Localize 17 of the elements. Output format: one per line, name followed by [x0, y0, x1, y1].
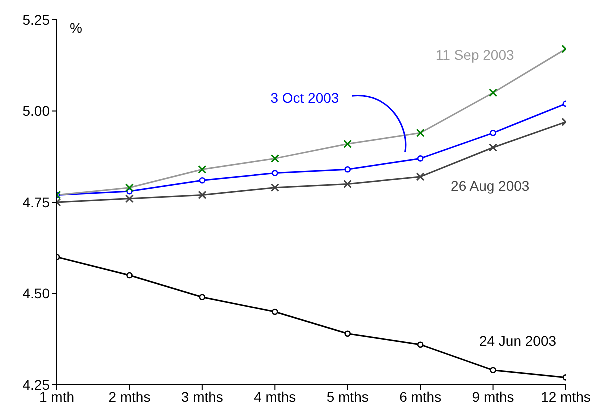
x-tick-label: 2 mths [108, 388, 151, 405]
x-tick-label: 3 mths [181, 388, 224, 405]
x-tick-label: 12 mths [541, 388, 591, 405]
x-tick-label: 4 mths [254, 388, 296, 405]
series-label: 24 Jun 2003 [479, 333, 557, 350]
y-tick-label: 4.25 [22, 376, 50, 393]
series-label: 11 Sep 2003 [436, 47, 514, 64]
x-tick-label: 5 mths [326, 388, 369, 405]
y-tick-label: 5.00 [22, 103, 50, 120]
x-tick-label: 9 mths [472, 388, 514, 405]
series-label: 26 Aug 2003 [451, 178, 530, 194]
y-tick-label: 4.50 [22, 286, 50, 302]
y-tick-label: 4.75 [22, 194, 50, 210]
y-tick-label: 5.25 [22, 12, 50, 28]
y-axis-title: % [70, 20, 82, 36]
x-tick-label: 6 mths [400, 388, 442, 405]
text: 3 Oct 2003 [270, 90, 340, 106]
